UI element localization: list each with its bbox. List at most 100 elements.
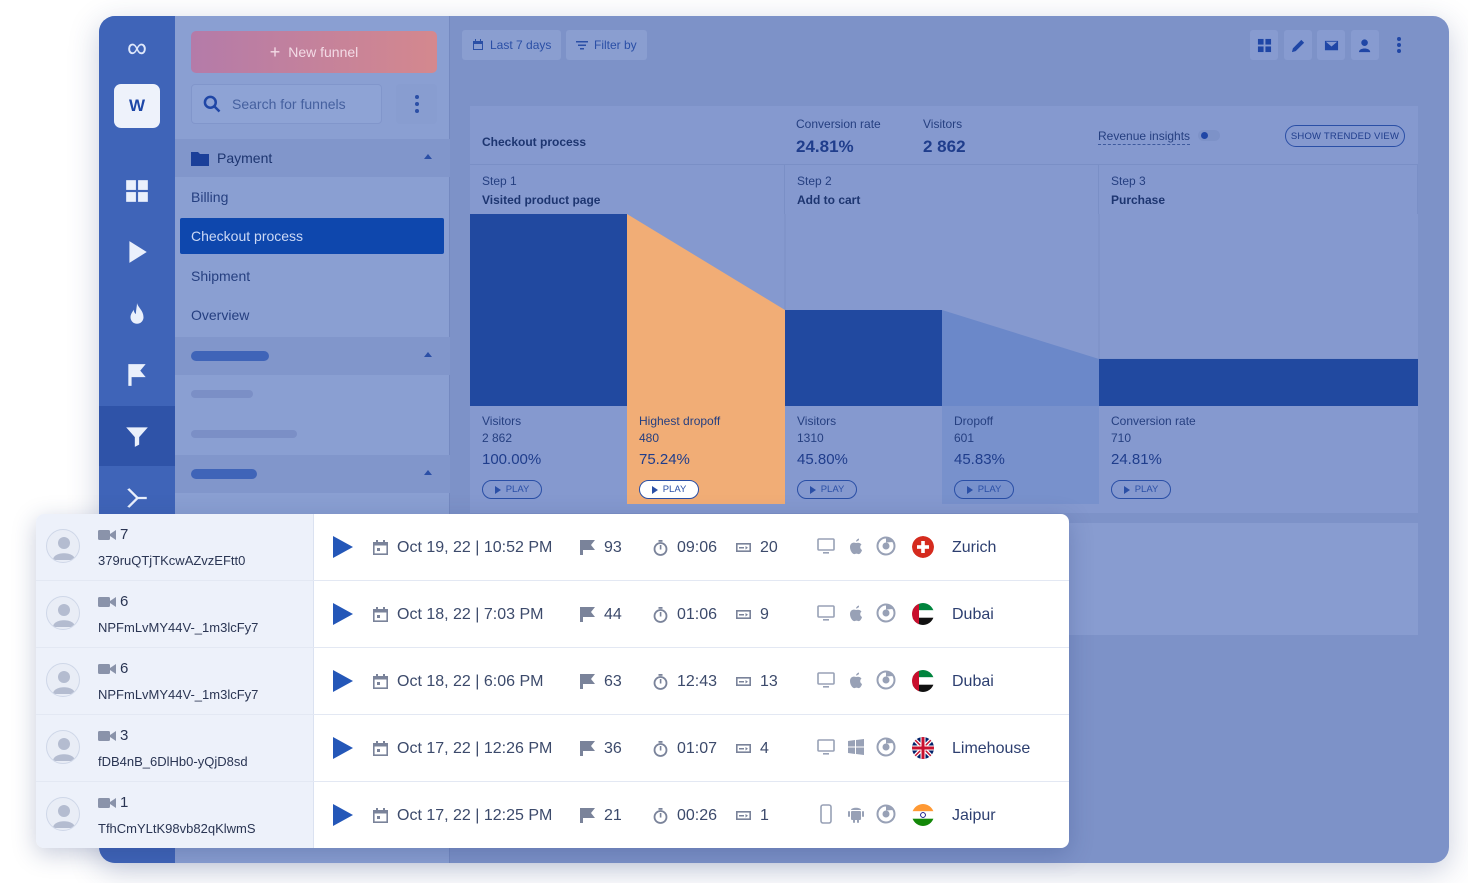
pages-icon	[736, 811, 751, 820]
sidebar-item-billing[interactable]: Billing	[191, 189, 229, 205]
play-button[interactable]: PLAY	[1111, 480, 1171, 499]
revenue-insights-label: Revenue insights	[1098, 129, 1191, 145]
android-icon	[848, 807, 864, 823]
sidebar-item-checkout-process[interactable]: Checkout process	[180, 218, 444, 254]
pencil-icon	[1291, 39, 1304, 52]
session-pages: 9	[735, 581, 769, 648]
user-id: NPFmLvMY44V-_1m3lcFy7	[98, 687, 259, 702]
session-events-value: 21	[604, 806, 622, 824]
session-row[interactable]: 1 TfhCmYLtK98vb82qKlwmS Oct 17, 22 | 12:…	[36, 782, 1069, 848]
infinity-logo-icon[interactable]: ∞	[127, 32, 147, 63]
play-recording-button[interactable]	[333, 737, 353, 759]
session-user: 6 NPFmLvMY44V-_1m3lcFy7	[36, 648, 314, 714]
step-name: Add to cart	[797, 193, 861, 207]
session-duration-value: 12:43	[677, 672, 718, 690]
play-button[interactable]: PLAY	[482, 480, 542, 499]
collapse-caret-icon[interactable]	[424, 352, 432, 357]
cell-count: 480	[639, 431, 660, 445]
email-button[interactable]	[1317, 30, 1345, 60]
play-button[interactable]: PLAY	[797, 480, 857, 499]
session-city: Jaipur	[952, 806, 996, 824]
folder-placeholder[interactable]	[175, 337, 450, 375]
stopwatch-icon	[653, 540, 668, 556]
journeys-nav[interactable]	[99, 468, 175, 528]
heatmaps-nav[interactable]	[99, 284, 175, 344]
funnels-nav[interactable]	[99, 406, 175, 466]
avatar	[46, 529, 80, 563]
workspace-avatar[interactable]: W	[114, 84, 160, 128]
apple-icon	[850, 538, 862, 555]
grid-view-button[interactable]	[1250, 30, 1278, 60]
more-options-button[interactable]	[396, 84, 437, 124]
session-date: Oct 17, 22 | 12:26 PM	[372, 715, 552, 782]
filter-icon	[576, 41, 588, 50]
filter-button[interactable]: Filter by	[566, 30, 647, 60]
funnel-cell-highest-dropoff: Highest dropoff 480 75.24% PLAY	[627, 406, 785, 504]
camera-icon	[98, 596, 116, 607]
play-label: PLAY	[1134, 484, 1159, 495]
folder-placeholder[interactable]	[175, 455, 450, 493]
session-city: Zurich	[952, 538, 997, 556]
cell-percent: 100.00%	[482, 451, 542, 468]
kebab-icon	[414, 95, 419, 113]
session-events: 44	[579, 581, 622, 648]
date-range-label: Last 7 days	[490, 38, 552, 52]
play-button[interactable]: PLAY	[954, 480, 1014, 499]
play-recording-button[interactable]	[333, 603, 353, 625]
user-icon	[53, 738, 75, 761]
conversion-label: Conversion rate	[796, 117, 881, 131]
bar-step-2	[785, 310, 942, 406]
play-button[interactable]: PLAY	[639, 480, 699, 499]
user-icon	[53, 537, 75, 560]
play-recording-button[interactable]	[333, 804, 353, 826]
collapse-caret-icon[interactable]	[424, 470, 432, 475]
play-icon	[494, 485, 501, 494]
session-date-value: Oct 18, 22 | 7:03 PM	[397, 605, 544, 623]
share-user-button[interactable]	[1351, 30, 1379, 60]
sidebar-item-shipment[interactable]: Shipment	[191, 268, 251, 284]
session-row[interactable]: 7 379ruQTjTKcwAZvzEFtt0 Oct 19, 22 | 10:…	[36, 514, 1069, 581]
play-icon	[1123, 485, 1130, 494]
session-events-value: 93	[604, 538, 622, 556]
chrome-icon	[876, 737, 896, 757]
play-label: PLAY	[977, 484, 1002, 495]
placeholder-bar	[191, 430, 297, 438]
search-input[interactable]: Search for funnels	[191, 84, 382, 124]
play-icon	[966, 485, 973, 494]
date-range-button[interactable]: Last 7 days	[462, 30, 562, 60]
desktop-icon	[817, 538, 835, 554]
session-date-value: Oct 17, 22 | 12:26 PM	[397, 739, 553, 757]
session-row[interactable]: 3 fDB4nB_6DlHb0-yQjD8sd Oct 17, 22 | 12:…	[36, 715, 1069, 782]
session-row[interactable]: 6 NPFmLvMY44V-_1m3lcFy7 Oct 18, 22 | 6:0…	[36, 648, 1069, 715]
recordings-nav[interactable]	[99, 222, 175, 282]
stopwatch-icon	[653, 808, 668, 824]
session-duration-value: 00:26	[677, 806, 718, 824]
events-nav[interactable]	[99, 345, 175, 405]
session-city: Dubai	[952, 605, 994, 623]
session-row[interactable]: 6 NPFmLvMY44V-_1m3lcFy7 Oct 18, 22 | 7:0…	[36, 581, 1069, 648]
play-recording-button[interactable]	[333, 536, 353, 558]
edit-button[interactable]	[1284, 30, 1312, 60]
session-duration-value: 01:06	[677, 605, 718, 623]
folder-payment[interactable]: Payment	[175, 139, 450, 177]
chrome-icon	[876, 670, 896, 690]
session-pages: 4	[735, 715, 769, 782]
dashboard-nav[interactable]	[99, 161, 175, 221]
uk-flag-icon	[912, 737, 934, 759]
more-menu-button[interactable]	[1385, 30, 1413, 60]
show-trended-view-button[interactable]: SHOW TRENDED VIEW	[1285, 125, 1405, 147]
step-header: Step 2 Add to cart	[785, 164, 1099, 214]
step-header: Step 1 Visited product page	[470, 164, 785, 214]
play-recording-button[interactable]	[333, 670, 353, 692]
cell-label: Visitors	[482, 414, 522, 428]
collapse-caret-icon[interactable]	[424, 154, 432, 159]
session-events: 63	[579, 648, 622, 715]
session-pages-value: 1	[760, 806, 769, 824]
new-funnel-button[interactable]: + New funnel	[191, 31, 437, 73]
play-icon	[809, 485, 816, 494]
session-user: 1 TfhCmYLtK98vb82qKlwmS	[36, 782, 314, 848]
recording-count-value: 3	[120, 727, 129, 744]
revenue-toggle[interactable]	[1198, 130, 1220, 141]
flag-icon	[580, 808, 595, 823]
sidebar-item-overview[interactable]: Overview	[191, 307, 250, 323]
